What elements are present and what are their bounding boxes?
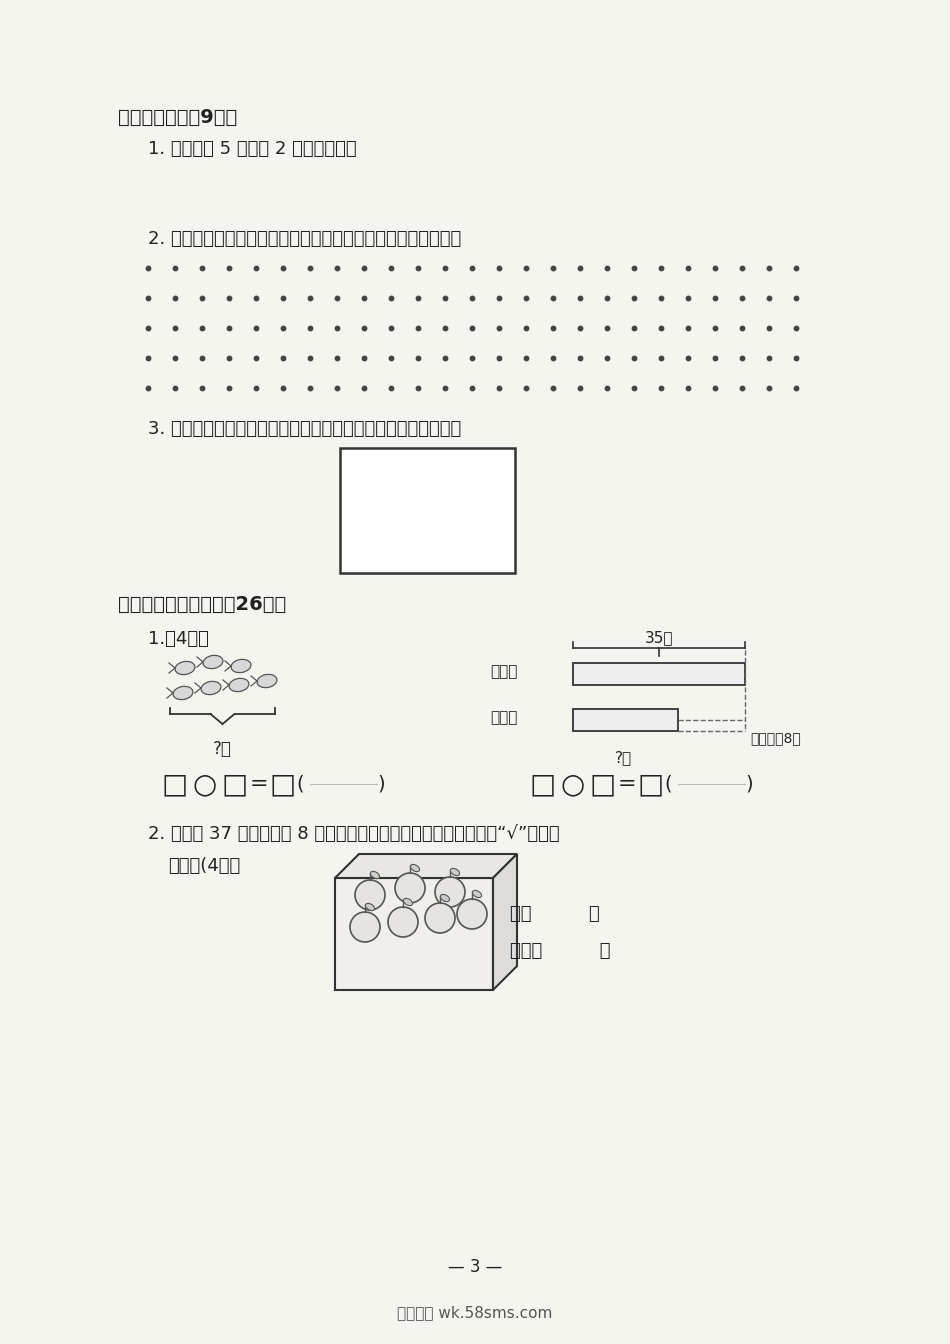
Circle shape [355,880,385,910]
Text: 五八文库 wk.58sms.com: 五八文库 wk.58sms.com [397,1305,553,1320]
Text: 2. 一共有 37 个柿子，用 8 个盒子够装吗？（先列算式计算，再画“√”选择够: 2. 一共有 37 个柿子，用 8 个盒子够装吗？（先列算式计算，再画“√”选择… [148,825,560,843]
Ellipse shape [203,656,223,668]
Circle shape [425,903,455,933]
Text: (: ( [664,774,672,793]
Circle shape [457,899,487,929]
Circle shape [435,878,465,907]
Text: ?朵: ?朵 [615,750,632,765]
Ellipse shape [472,890,482,898]
Ellipse shape [450,868,460,875]
Text: 五、操作题。（9分）: 五、操作题。（9分） [118,108,238,126]
Circle shape [350,913,380,942]
Text: □: □ [530,770,557,798]
Text: ○: ○ [192,770,217,798]
Circle shape [395,874,425,903]
Text: □: □ [590,770,617,798]
Text: 月季花: 月季花 [490,664,518,680]
Text: 比月季花8朵: 比月季花8朵 [750,731,801,745]
Ellipse shape [410,864,420,872]
Text: 够（          ）: 够（ ） [510,905,599,923]
Ellipse shape [173,687,193,700]
Text: 六、解决实际问题。（26分）: 六、解决实际问题。（26分） [118,595,286,614]
Text: □: □ [638,770,664,798]
Text: □: □ [162,770,188,798]
Text: 1. 画一条比 5 厘米长 2 厘米的线段。: 1. 画一条比 5 厘米长 2 厘米的线段。 [148,140,356,159]
Text: ○: ○ [560,770,584,798]
Ellipse shape [404,898,412,906]
Text: ): ) [745,774,752,793]
Bar [573,710,678,731]
Text: 不够（          ）: 不够（ ） [510,942,611,960]
Circle shape [388,907,418,937]
Ellipse shape [229,679,249,692]
Text: 玫瑞花: 玫瑞花 [490,711,518,726]
Bar [573,663,745,685]
Text: 2. 在下面钉子板的左边画一个平行四边形，右边画一个五边形。: 2. 在下面钉子板的左边画一个平行四边形，右边画一个五边形。 [148,230,462,249]
Text: — 3 —: — 3 — [447,1258,503,1275]
Text: =: = [250,774,269,794]
Text: □: □ [270,770,296,798]
Polygon shape [335,853,517,878]
Ellipse shape [370,871,380,879]
Text: 3. 在长方形中画一条线段，把它分成一个三角形和一个四边形。: 3. 在长方形中画一条线段，把它分成一个三角形和一个四边形。 [148,419,462,438]
Ellipse shape [257,675,276,688]
Ellipse shape [201,681,221,695]
Text: (: ( [296,774,303,793]
Text: 35朵: 35朵 [645,630,674,645]
Text: □: □ [222,770,248,798]
Ellipse shape [175,661,195,675]
Text: =: = [618,774,637,794]
Text: ): ) [377,774,385,793]
Text: 1.（4分）: 1.（4分） [148,630,209,648]
Polygon shape [493,853,517,991]
Ellipse shape [366,903,374,911]
Bar [340,448,515,573]
Text: 不够）(4分）: 不够）(4分） [168,857,240,875]
Text: ?颗: ?颗 [213,741,232,758]
Ellipse shape [231,660,251,672]
Bar [335,878,493,991]
Ellipse shape [441,894,449,902]
